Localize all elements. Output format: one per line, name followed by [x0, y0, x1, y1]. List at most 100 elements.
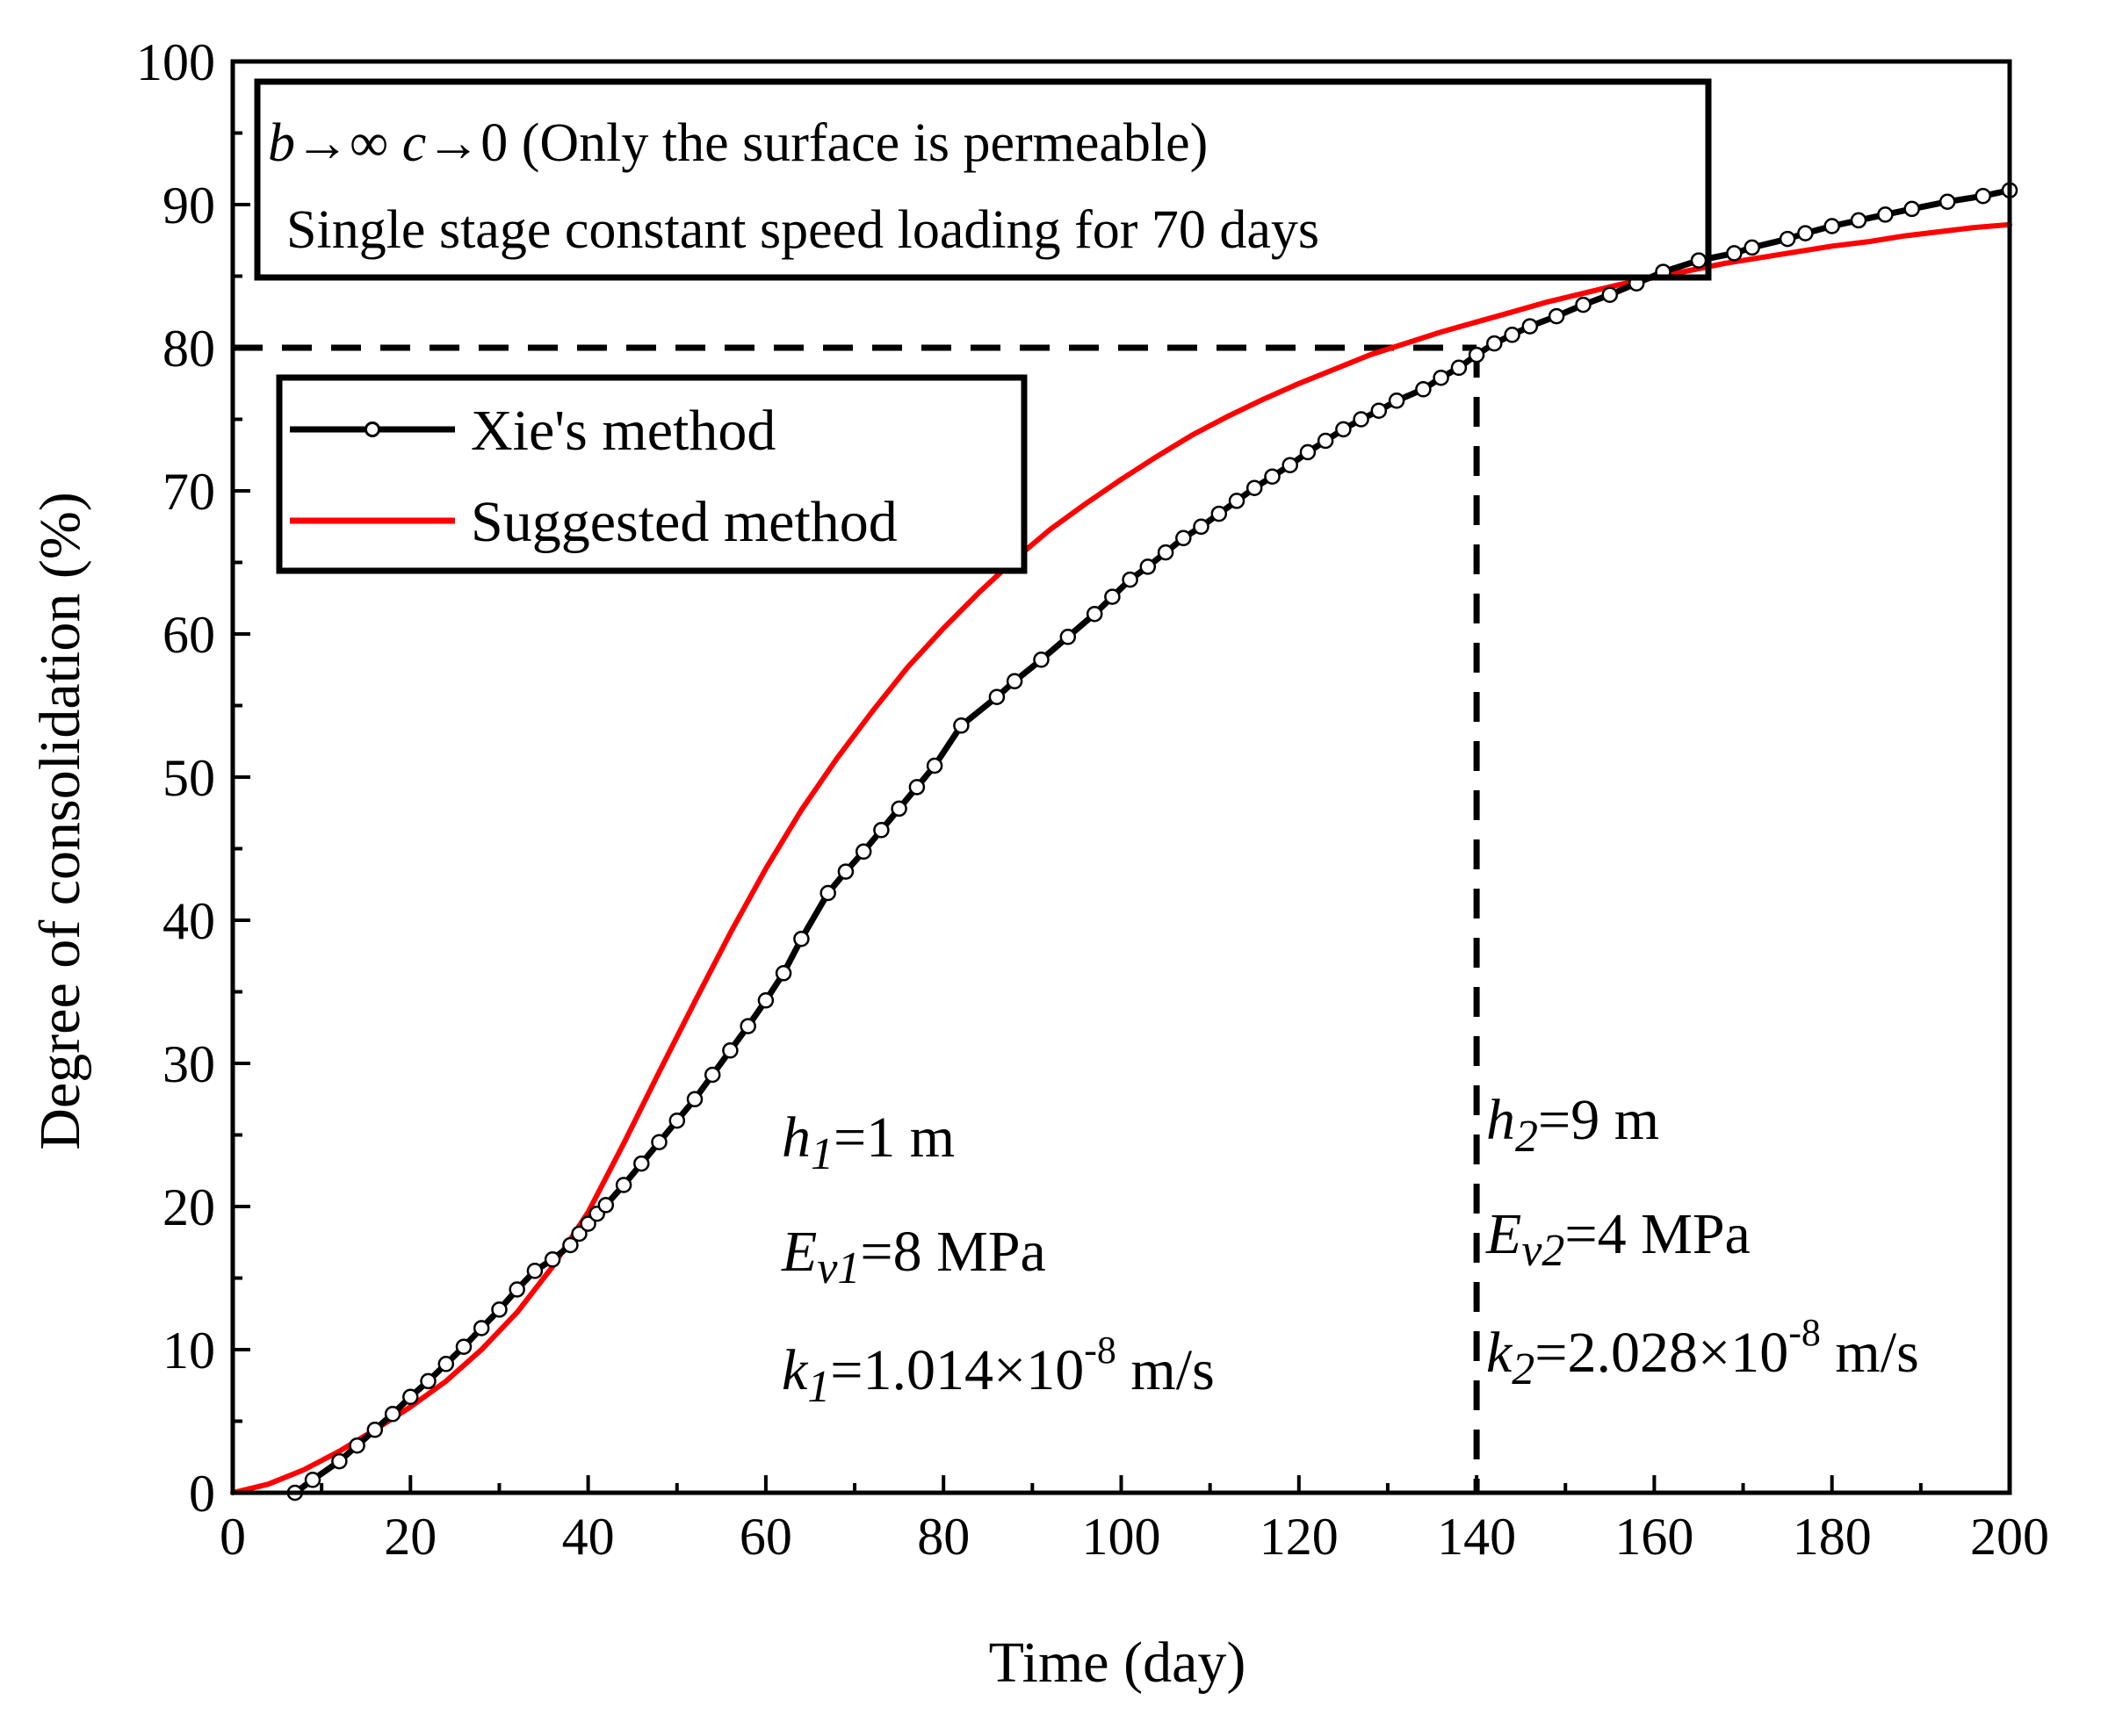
xies-method-point: [651, 1134, 668, 1150]
xies-method-point: [819, 884, 836, 902]
xies-method-point: [304, 1472, 321, 1488]
xies-method-point: [1033, 652, 1050, 668]
xies-method-point: [873, 822, 890, 839]
xies-method-point: [1282, 457, 1298, 473]
k-unit: m/s: [1821, 1321, 1919, 1385]
x-tick-label: 80: [917, 1508, 970, 1566]
xies-method-point: [668, 1112, 686, 1129]
x-axis-title: Time (day): [989, 1631, 1246, 1695]
info-box: [254, 78, 1712, 281]
xies-method-point: [1264, 468, 1281, 485]
layer-2-modulus: Ev2=4 MPa: [1485, 1202, 1751, 1276]
y-tick-label: 80: [162, 320, 215, 378]
c-limit: →0 (Only the surface is permeable): [426, 113, 1208, 173]
x-tick-label: 120: [1260, 1508, 1339, 1566]
xies-method-point: [402, 1388, 419, 1406]
xies-method-point: [988, 688, 1006, 705]
x-tick-label: 0: [220, 1508, 246, 1566]
k-value: =2.028×10: [1534, 1321, 1788, 1385]
xies-method-point: [926, 757, 943, 774]
y-tick-label: 20: [162, 1178, 215, 1236]
xies-method-point: [366, 1422, 384, 1438]
xies-method-point: [1744, 239, 1760, 256]
xies-method-point: [473, 1320, 490, 1336]
e-subscript: v1: [817, 1243, 860, 1293]
xies-method-point: [740, 1018, 756, 1034]
k-subscript: 2: [1512, 1344, 1534, 1394]
x-tick-label: 100: [1082, 1508, 1161, 1566]
e-subscript: v2: [1521, 1226, 1564, 1276]
y-tick-label: 100: [136, 33, 215, 91]
xies-method-point: [1575, 296, 1592, 313]
k-symbol: k: [1486, 1321, 1513, 1385]
xies-method-point: [384, 1406, 401, 1423]
xies-method-point: [1370, 402, 1388, 419]
y-axis-title: Degree of consolidation (%): [28, 492, 92, 1150]
y-tick-label: 60: [162, 606, 215, 664]
xies-method-point: [420, 1372, 437, 1390]
xies-method-point: [1299, 443, 1317, 461]
xies-method-point: [1601, 286, 1619, 303]
k-value: =1.014×10: [830, 1338, 1084, 1402]
y-tick-label: 30: [162, 1035, 215, 1093]
y-tick-label: 50: [162, 749, 215, 807]
xies-method-point: [1388, 393, 1405, 409]
legend-entry-xie: Xie's method: [290, 399, 776, 463]
var-b: b: [268, 113, 295, 173]
x-tick-label: 180: [1793, 1508, 1872, 1566]
xies-method-point: [633, 1155, 650, 1172]
y-tick-label: 40: [162, 892, 215, 950]
xies-method-point: [1006, 673, 1023, 690]
xies-method-point: [1903, 200, 1920, 218]
xies-method-point: [757, 992, 775, 1009]
xies-method-point: [331, 1452, 348, 1470]
x-tick-label: 40: [562, 1508, 615, 1566]
legend-label-xie: Xie's method: [471, 399, 776, 463]
xies-method-series: [286, 182, 2018, 1502]
layer-1-annotation: h1=1 m Ev1=8 MPa k1=1.014×10-8 m/s: [781, 1106, 1215, 1412]
xies-method-point: [686, 1091, 704, 1108]
xies-method-point: [1486, 335, 1503, 352]
layer-1-permeability: k1=1.014×10-8 m/s: [782, 1329, 1215, 1412]
xies-method-point: [1504, 327, 1520, 343]
suggested-method-line: [230, 221, 2012, 1495]
layer-1-modulus: Ev1=8 MPa: [781, 1220, 1046, 1293]
e-value: =4 MPa: [1564, 1202, 1750, 1266]
xies-method-point: [437, 1356, 455, 1372]
k-subscript: 1: [807, 1362, 830, 1412]
xies-method-point: [775, 965, 792, 982]
xies-method-point: [953, 717, 970, 734]
xies-method-point: [544, 1251, 561, 1268]
layer-2-thickness: h2=9 m: [1486, 1088, 1659, 1162]
xies-method-point: [597, 1197, 615, 1214]
xies-method-point: [562, 1236, 579, 1254]
h-subscript: 2: [1515, 1112, 1538, 1162]
xies-method-point: [891, 800, 907, 818]
xies-method-point: [526, 1263, 544, 1279]
xies-method-point: [1059, 629, 1077, 645]
xies-method-point: [1175, 529, 1192, 547]
h-value: =1 m: [834, 1106, 955, 1170]
y-tick-label: 90: [162, 176, 215, 234]
k-unit: m/s: [1116, 1338, 1215, 1402]
xies-method-point: [455, 1338, 473, 1355]
var-c: c: [402, 113, 427, 173]
xies-method-point: [1193, 518, 1209, 536]
xies-method-point: [615, 1177, 632, 1193]
x-tick-label: 160: [1614, 1508, 1693, 1566]
h-subscript: 1: [811, 1129, 834, 1179]
xies-method-point: [1353, 411, 1369, 428]
xies-method-point: [1690, 252, 1708, 269]
suggested-method-series: [230, 221, 2012, 1495]
e-symbol: E: [781, 1220, 817, 1284]
xies-method-point: [1317, 432, 1334, 450]
y-tick-label: 0: [189, 1465, 215, 1523]
xies-method-point: [571, 1225, 588, 1243]
info-box-line-1: b→∞ c→0 (Only the surface is permeable): [268, 113, 1208, 173]
xies-method-point: [349, 1437, 365, 1454]
xies-method-point: [1104, 588, 1121, 605]
xies-method-point: [1797, 225, 1814, 241]
legend-box: [276, 374, 1028, 574]
h-symbol: h: [782, 1106, 811, 1170]
